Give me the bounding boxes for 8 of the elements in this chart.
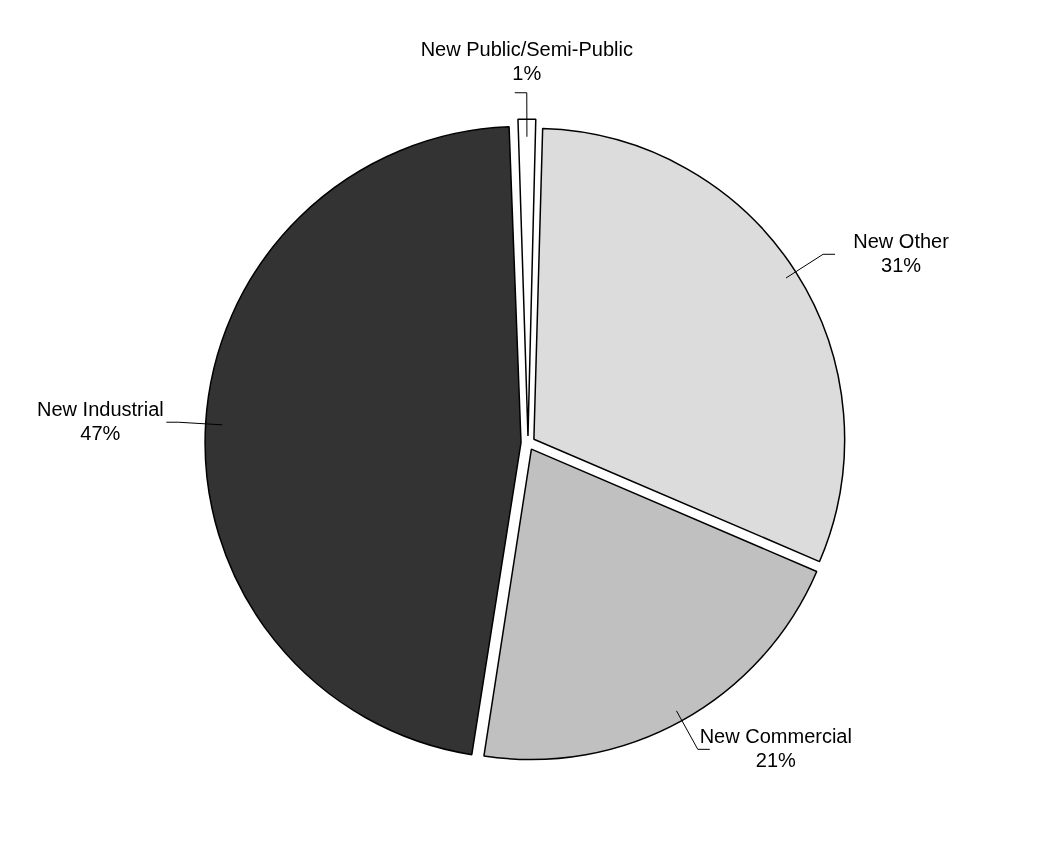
slice-label: New Other	[853, 229, 950, 252]
data-label: 1%	[512, 62, 542, 85]
data-label: 31%	[881, 253, 922, 276]
data-label: 47%	[80, 421, 121, 444]
slice-label: New Industrial	[37, 397, 164, 420]
slice-label: New Commercial	[699, 724, 852, 747]
data-label: 21%	[755, 748, 797, 771]
slice-label: New Public/Semi-Public	[420, 38, 633, 61]
